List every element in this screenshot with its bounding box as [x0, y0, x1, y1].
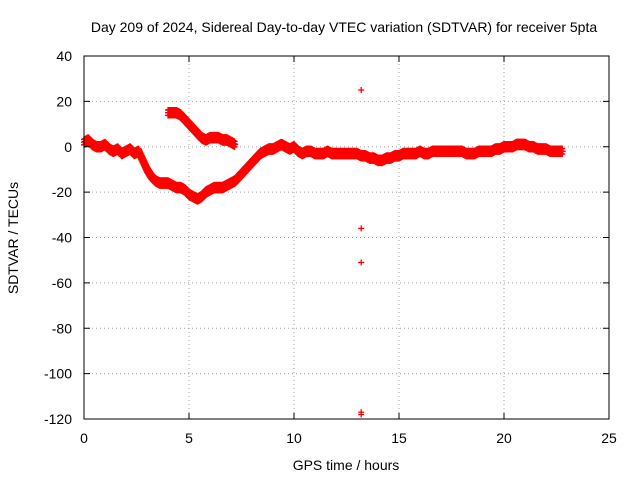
axis-ticks: 0 5 10 15 20 25 40 20 0 -20 -40 -60 -80 -100 -120 [44, 48, 617, 446]
outlier-point [358, 87, 365, 94]
data-points [81, 87, 566, 418]
y-axis-label: SDTVAR / TECUs [5, 182, 21, 294]
plot-frame [83, 55, 610, 420]
x-tick-label: 25 [601, 430, 617, 446]
x-tick-label: 0 [80, 430, 88, 446]
y-tick-label: -40 [52, 230, 72, 246]
x-axis-label: GPS time / hours [293, 457, 400, 473]
y-tick-label: -120 [44, 411, 72, 427]
y-tick-label: 0 [64, 139, 72, 155]
y-tick-label: -20 [52, 184, 72, 200]
x-tick-label: 20 [496, 430, 512, 446]
y-tick-label: -80 [52, 320, 72, 336]
x-tick-label: 15 [391, 430, 407, 446]
grid-lines [84, 56, 609, 419]
y-tick-label: -100 [44, 366, 72, 382]
outlier-point [358, 225, 365, 232]
x-tick-label: 10 [286, 430, 302, 446]
outlier-point [358, 259, 365, 266]
x-tick-label: 5 [185, 430, 193, 446]
chart-title: Day 209 of 2024, Sidereal Day-to-day VTE… [91, 19, 598, 35]
y-tick-label: 40 [56, 48, 72, 64]
y-tick-label: -60 [52, 275, 72, 291]
y-tick-label: 20 [56, 93, 72, 109]
